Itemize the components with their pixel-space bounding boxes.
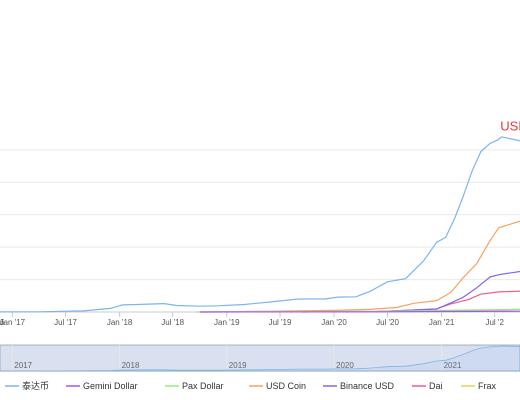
x-tick-label: Jul '2 (485, 318, 504, 327)
legend: 泰达币 Gemini Dollar Pax Dollar USD Coin Binanc… (5, 380, 497, 391)
annotation: USDT (500, 118, 520, 133)
x-tick-label: Jan '17 (0, 318, 26, 327)
series-line-4 (302, 270, 520, 313)
x-tick-label: Jul '19 (269, 318, 292, 327)
x-tick-label: Jul '18 (161, 318, 184, 327)
legend-label: 泰达币 (22, 380, 49, 391)
x-tick-label: Jul '20 (376, 318, 399, 327)
x-tick-label: Jan '20 (321, 318, 347, 327)
range-navigator[interactable]: 2017 2018 2019 2020 2021 (0, 344, 520, 372)
legend-item[interactable]: Dai (412, 381, 443, 391)
legend-label: Gemini Dollar (83, 381, 138, 391)
legend-item[interactable]: 泰达币 (5, 380, 49, 391)
navigator-year-label: 2017 (14, 361, 32, 370)
series-lines (0, 136, 520, 313)
x-tick-label: Jan '21 (429, 318, 455, 327)
legend-label: USD Coin (266, 381, 306, 391)
legend-label: Pax Dollar (182, 381, 224, 391)
legend-label: Dai (429, 381, 443, 391)
series-line-5 (324, 290, 520, 313)
x-tick-label: Jan '18 (107, 318, 133, 327)
legend-item[interactable]: Pax Dollar (165, 381, 224, 391)
x-tick-label: Jan '19 (214, 318, 240, 327)
navigator-year-label: 2018 (122, 361, 140, 370)
legend-item[interactable]: Gemini Dollar (66, 381, 138, 391)
grid-lines (0, 149, 520, 313)
usdt-annotation-label: USDT (500, 118, 520, 133)
navigator-series-area (0, 345, 520, 372)
series-line-0 (0, 136, 520, 313)
navigator-year-label: 2019 (229, 361, 247, 370)
legend-item[interactable]: Binance USD (323, 381, 395, 391)
navigator-selected-range[interactable] (0, 344, 520, 372)
series-line-3 (199, 220, 520, 313)
legend-label: Binance USD (340, 381, 395, 391)
legend-item[interactable]: USD Coin (249, 381, 306, 391)
x-tick-label: Jul '17 (54, 318, 77, 327)
navigator-year-label: 2021 (444, 361, 462, 370)
legend-label: Frax (478, 381, 497, 391)
series-line-1 (199, 310, 520, 313)
x-tick-label: 6 (0, 318, 5, 327)
navigator-year-label: 2020 (336, 361, 354, 370)
legend-item[interactable]: Frax (461, 381, 497, 391)
